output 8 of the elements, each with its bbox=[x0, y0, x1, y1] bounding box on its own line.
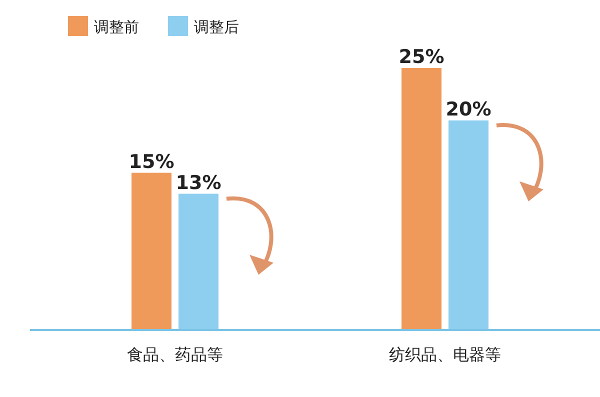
x-tick-label: 食品、药品等 bbox=[127, 345, 223, 364]
legend-label: 调整后 bbox=[194, 18, 239, 36]
data-label: 25% bbox=[398, 46, 444, 68]
legend-label: 调整前 bbox=[94, 18, 139, 36]
data-label: 13% bbox=[176, 172, 222, 194]
data-label: 20% bbox=[446, 98, 492, 120]
x-tick-label: 纺织品、电器等 bbox=[389, 345, 501, 364]
data-label: 15% bbox=[128, 150, 174, 173]
